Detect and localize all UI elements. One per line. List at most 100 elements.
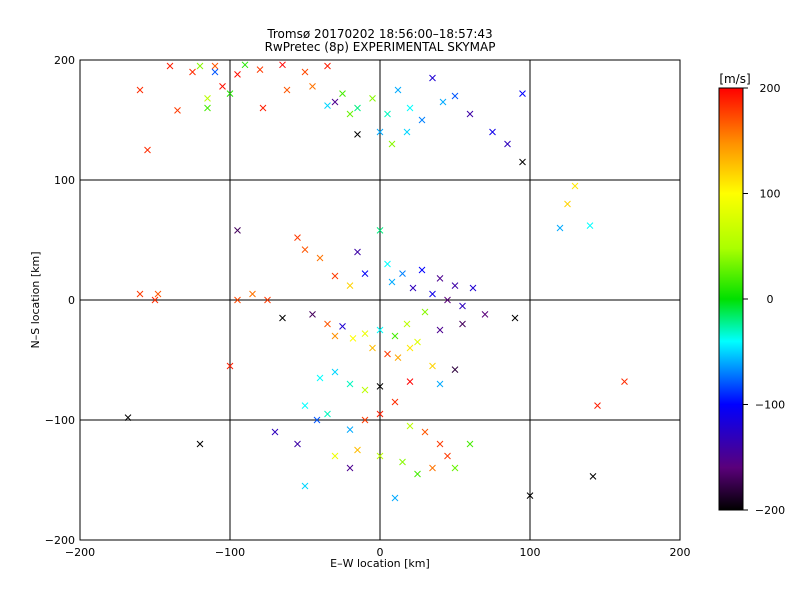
data-point-cross <box>346 426 354 433</box>
data-point-cross <box>301 402 309 409</box>
data-point-cross <box>279 61 286 69</box>
x-tick-label: 100 <box>520 546 541 559</box>
y-tick-label: 100 <box>54 174 75 187</box>
data-point-cross <box>621 378 628 385</box>
data-point-cross <box>519 90 526 97</box>
data-point-cross <box>564 200 571 208</box>
data-point-cross <box>459 302 466 310</box>
data-point-cross <box>271 428 279 436</box>
data-point-cross <box>316 254 324 262</box>
data-point-cross <box>444 452 451 460</box>
colorbar <box>718 87 744 511</box>
data-point-cross <box>376 452 384 460</box>
data-point-cross <box>466 440 474 448</box>
data-point-cross <box>399 270 406 277</box>
data-point-cross <box>394 86 402 94</box>
data-point-cross <box>324 102 331 109</box>
data-point-cross <box>571 182 579 190</box>
data-point-cross <box>489 128 496 136</box>
y-tick-label: 200 <box>54 54 75 67</box>
data-point-cross <box>556 224 564 232</box>
data-point-cross <box>151 296 159 304</box>
data-point-cross <box>294 440 301 448</box>
data-point-cross <box>301 482 309 490</box>
data-point-cross <box>354 446 361 454</box>
y-axis-label: N–S location [km] <box>29 251 42 348</box>
data-point-cross <box>429 290 436 298</box>
data-point-cross <box>594 402 601 409</box>
x-axis-label: E–W location [km] <box>330 557 430 570</box>
data-point-cross <box>388 140 396 148</box>
data-point-cross <box>204 104 211 112</box>
data-point-cross <box>451 366 459 373</box>
data-point-cross <box>256 66 264 73</box>
data-point-cross <box>481 311 489 318</box>
data-point-cross <box>204 95 211 102</box>
data-point-cross <box>136 290 144 298</box>
data-point-cross <box>436 275 444 282</box>
data-point-cross <box>354 248 361 256</box>
chart-title: Tromsø 20170202 18:56:00–18:57:43 <box>266 27 492 41</box>
data-point-cross <box>409 284 417 292</box>
data-point-cross <box>418 266 426 274</box>
y-tick-label: 0 <box>68 294 75 307</box>
data-point-cross <box>331 98 339 106</box>
data-point-cross <box>346 282 354 289</box>
data-point-cross <box>394 354 402 361</box>
colorbar-ticks: 200 100 0 −100 −200 <box>743 82 785 517</box>
colorbar-tick-label: 100 <box>760 188 781 201</box>
data-point-cross <box>519 158 526 166</box>
data-point-cross <box>436 326 444 334</box>
data-point-cross <box>391 494 399 502</box>
data-point-cross <box>283 86 291 94</box>
data-point-cross <box>459 320 466 328</box>
data-point-cross <box>429 362 436 370</box>
data-point-cross <box>361 270 369 277</box>
data-point-cross <box>324 62 331 70</box>
data-point-cross <box>451 92 459 100</box>
data-point-cross <box>361 330 369 337</box>
data-point-cross <box>586 222 594 229</box>
data-point-cross <box>406 422 414 430</box>
y-tick-label: −100 <box>45 414 75 427</box>
data-point-cross <box>361 416 369 424</box>
chart-subtitle: RwPretec (8p) EXPERIMENTAL SKYMAP <box>265 40 496 54</box>
data-point-cross <box>466 110 474 118</box>
data-point-cross <box>436 440 444 448</box>
data-point-cross <box>376 227 384 234</box>
data-point-cross <box>226 362 234 370</box>
data-point-cross <box>331 452 339 460</box>
data-point-cross <box>469 284 477 292</box>
data-point-cross <box>376 128 384 136</box>
data-point-cross <box>279 314 286 322</box>
data-point-cross <box>384 260 391 268</box>
colorbar-tick-label: 0 <box>767 293 774 306</box>
data-point-cross <box>339 323 346 330</box>
data-point-cross <box>144 146 151 154</box>
data-point-cross <box>384 350 391 358</box>
data-point-cross <box>124 414 132 421</box>
data-point-cross <box>589 473 597 480</box>
data-point-cross <box>429 74 436 82</box>
data-point-cross <box>166 62 174 70</box>
colorbar-unit-label: [m/s] <box>719 72 750 86</box>
data-point-cross <box>346 110 354 118</box>
data-point-cross <box>309 83 316 90</box>
data-point-cross <box>234 71 241 78</box>
data-point-cross <box>259 104 267 112</box>
data-point-cross <box>189 68 196 76</box>
data-point-cross <box>241 61 249 69</box>
data-point-cross <box>264 296 271 304</box>
x-tick-label: 0 <box>377 546 384 559</box>
data-point-cross <box>436 380 444 388</box>
data-point-cross <box>414 470 421 478</box>
data-points <box>124 61 628 502</box>
data-point-cross <box>234 227 241 234</box>
data-point-cross <box>376 383 384 390</box>
data-point-cross <box>526 492 534 499</box>
data-point-cross <box>313 416 321 424</box>
data-point-cross <box>376 326 384 334</box>
data-point-cross <box>418 116 426 124</box>
data-point-cross <box>406 344 414 352</box>
data-point-cross <box>309 311 316 318</box>
